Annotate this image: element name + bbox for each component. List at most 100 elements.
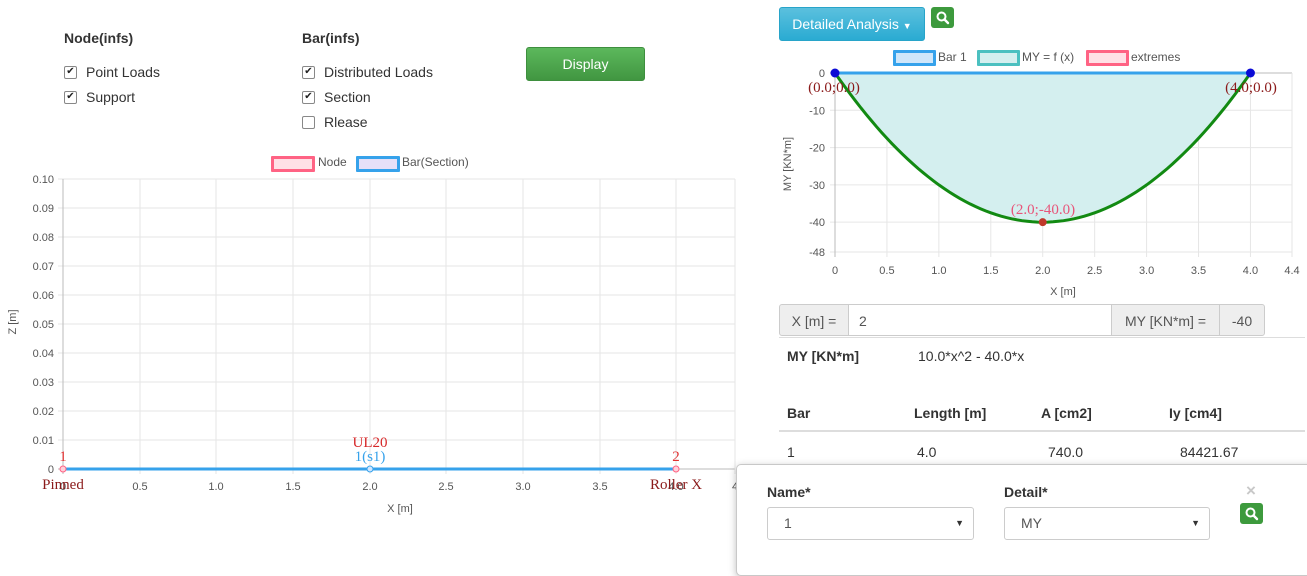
y-tick-label: 0.05 [33,319,54,331]
divider [779,337,1305,338]
x-tick-label: 0.5 [132,481,147,493]
checkbox-section[interactable]: ✔ Section [302,87,371,107]
moment-area [835,73,1251,223]
x-tick-label: 1.0 [208,481,223,493]
extreme-marker[interactable] [1038,218,1047,227]
y-tick-label: 0 [48,464,54,476]
point-label-start: (0.0;0.0) [808,80,860,96]
point-label-extreme: (2.0;-40.0) [1011,202,1075,218]
search-icon [936,11,950,25]
legend-node-label: Node [318,155,347,169]
x-tick-label: 4 [732,481,738,493]
name-select-value: 1 [784,515,792,531]
y-tick-label: -40 [809,217,825,229]
table-header-divider [779,430,1305,432]
x-tick-label: 3.5 [592,481,607,493]
checkbox-icon[interactable]: ✔ [64,65,77,79]
legend-bar1-swatch[interactable] [893,50,936,66]
x-axis-label: X [m] [1050,286,1076,298]
checkbox-release[interactable]: Rlease [302,112,368,132]
y-tick-label: 0.07 [33,261,54,273]
table-header-length: Length [m] [914,405,987,421]
x-tick-label: 3.5 [1191,265,1206,277]
legend-bar-label: Bar(Section) [402,155,469,169]
legend-node-swatch[interactable] [271,156,315,172]
checkbox-icon[interactable] [302,115,315,129]
x-tick-label: 2.5 [438,481,453,493]
node-panel-title: Node(infs) [64,30,134,46]
caret-down-icon: ▼ [902,21,912,31]
x-tick-label: 4.0 [1243,265,1258,277]
checkbox-label: Distributed Loads [324,64,433,80]
display-button[interactable]: Display [526,47,645,81]
point-label-end: (4.0;0.0) [1225,80,1277,96]
checkbox-icon[interactable]: ✔ [64,90,77,104]
x-tick-label: 4.4 [1284,265,1299,277]
x-tick-label: 1.5 [983,265,998,277]
checkbox-point-loads[interactable]: ✔ Point Loads [64,62,160,82]
x-tick-label: 3.0 [1139,265,1154,277]
detailed-analysis-label: Detailed Analysis [792,16,899,32]
load-label: UL20 [353,435,388,451]
node-marker[interactable] [830,68,840,78]
checkbox-icon[interactable]: ✔ [302,65,315,79]
x-tick-label: 2.5 [1087,265,1102,277]
name-label: Name* [767,484,811,500]
node-label-2: 2 [672,449,680,465]
chevron-down-icon: ▼ [1191,518,1200,528]
y-tick-label: 0.03 [33,377,54,389]
name-select[interactable]: 1 ▼ [767,507,974,540]
y-tick-label: 0.01 [33,435,54,447]
table-header-bar: Bar [787,405,811,421]
structure-chart: 0 0.01 0.02 0.03 0.04 0.05 0.06 0.07 0.08 0.09 0.1… [7,174,738,515]
x-axis-label: X [m] [387,503,413,515]
y-tick-label: 0.09 [33,203,54,215]
search-button[interactable] [931,7,954,28]
table-cell: 84421.67 [1180,444,1239,460]
y-axis-label: Z [m] [7,309,19,334]
checkbox-distributed-loads[interactable]: ✔ Distributed Loads [302,62,433,82]
y-tick-label: 0.02 [33,406,54,418]
my-output-value: -40 [1219,304,1265,336]
my-output-addon: MY [KN*m] = [1111,304,1220,336]
x-input-addon: X [m] = [779,304,849,336]
table-header-inertia: Iy [cm4] [1169,405,1222,421]
node-label-1: 1 [59,449,67,465]
formula-label: MY [KN*m] [787,348,860,364]
legend-bar-swatch[interactable] [356,156,400,172]
y-tick-label: -48 [809,247,825,259]
moment-chart: 0 -10 -20 -30 -40 -48 0 0.5 1.0 1.5 2.0 2.5 3.0 3.5 4… [782,68,1300,298]
node-marker[interactable] [1245,68,1255,78]
legend-my-label: MY = f (x) [1022,50,1075,64]
x-tick-label: 2.0 [362,481,377,493]
close-icon[interactable]: × [1246,481,1256,500]
search-icon [1245,507,1259,521]
y-tick-label: -10 [809,105,825,117]
checkbox-label: Section [324,89,371,105]
checkbox-icon[interactable]: ✔ [302,90,315,104]
chevron-down-icon: ▼ [955,518,964,528]
detailed-analysis-button[interactable]: Detailed Analysis ▼ [779,7,925,41]
x-tick-label: 1.0 [931,265,946,277]
table-header-area: A [cm2] [1041,405,1092,421]
checkbox-label: Point Loads [86,64,160,80]
x-tick-label: 3.0 [515,481,530,493]
table-cell: 4.0 [917,444,937,460]
checkbox-label: Rlease [324,114,368,130]
y-tick-label: -20 [809,143,825,155]
node-marker[interactable] [672,465,680,473]
node-marker[interactable] [59,465,67,473]
section-label: 1(s1) [355,449,386,465]
detail-select[interactable]: MY ▼ [1004,507,1210,540]
legend-bar1-label: Bar 1 [938,50,967,64]
popup-search-button[interactable] [1240,503,1263,524]
support-label-roller: Roller X [650,477,702,493]
x-input[interactable]: 2 [848,304,1112,336]
checkbox-support[interactable]: ✔ Support [64,87,135,107]
legend-my-swatch[interactable] [977,50,1020,66]
detail-select-value: MY [1021,515,1042,531]
legend-extremes-swatch[interactable] [1086,50,1129,66]
detail-label: Detail* [1004,484,1048,500]
formula-expression: 10.0*x^2 - 40.0*x [918,348,1025,364]
section-marker[interactable] [366,465,374,473]
